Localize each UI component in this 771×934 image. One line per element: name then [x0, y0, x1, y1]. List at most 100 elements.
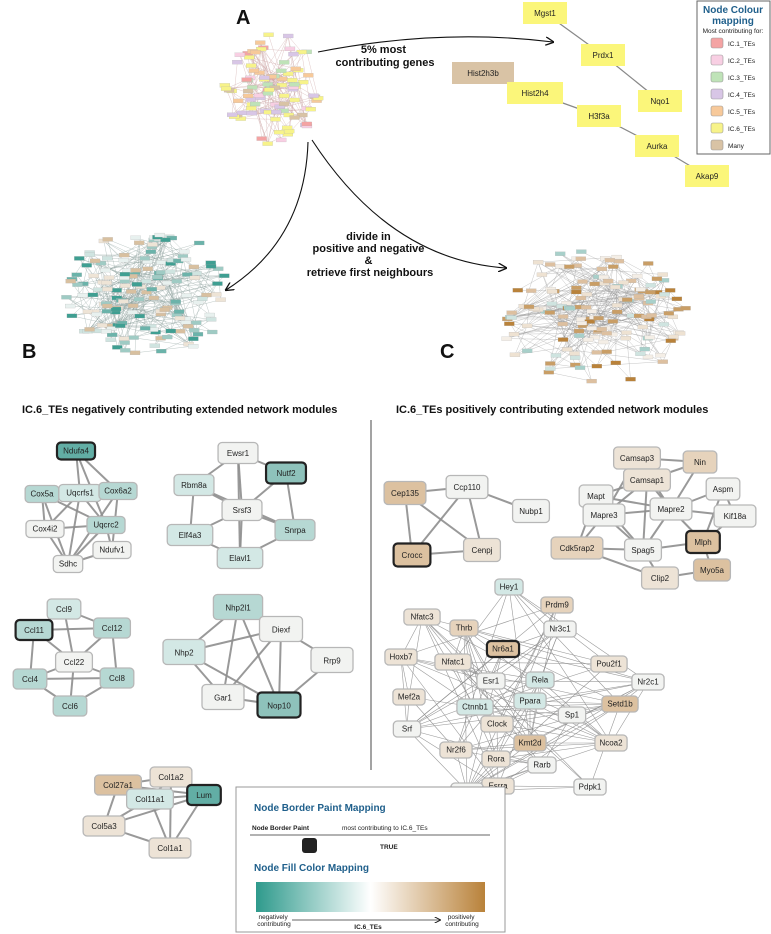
overview-node	[668, 334, 679, 340]
overview-node	[278, 93, 290, 98]
gene-label: Col1a2	[158, 773, 184, 782]
gene-node-lum	[186, 783, 222, 807]
overview-node	[574, 333, 585, 338]
gene-node-rela	[525, 671, 555, 689]
overview-node	[646, 313, 657, 318]
gene-label: Nr2c1	[637, 677, 659, 686]
top-genes-network: Mgst1 Prdx1 Nqo1 Hist2h3b Hist2h4 H3f3a Aurka A…	[452, 2, 729, 187]
fill-legend-axis: IC.6_TEs	[354, 924, 382, 931]
top-gene-label: Akap9	[696, 172, 719, 181]
overview-node	[159, 307, 170, 312]
overview-node	[593, 316, 604, 321]
overview-node	[506, 310, 517, 315]
gene-label: Snrpa	[284, 526, 306, 535]
overview-node	[622, 297, 633, 302]
overview-node	[93, 287, 104, 292]
gene-label: Cox5a	[30, 489, 54, 498]
gene-label: Ccl4	[22, 675, 39, 684]
overview-node	[591, 350, 602, 355]
gene-label: Elavl1	[229, 554, 251, 563]
overview-node	[296, 49, 307, 55]
gene-label: Mef2a	[398, 692, 421, 701]
gene-node-nhp2	[162, 638, 206, 666]
gene-label: Sdhc	[59, 559, 77, 568]
overview-node	[171, 279, 182, 284]
overview-node	[586, 378, 597, 384]
arrow-top-label: 5% most contributing genes	[336, 44, 435, 69]
overview-node	[270, 117, 281, 122]
overview-node	[174, 316, 186, 321]
overview-node	[127, 310, 138, 315]
overview-node	[142, 266, 153, 272]
overview-node	[220, 86, 232, 91]
overview-node	[532, 260, 544, 265]
overview-node	[91, 312, 102, 317]
gene-label: Nr3c1	[549, 624, 571, 633]
overview-node	[259, 75, 270, 80]
gene-label: Nr6a1	[492, 644, 514, 653]
overview-node	[645, 299, 656, 304]
top-gene-label: Hist2h3b	[467, 69, 499, 78]
gene-label: Mapre3	[590, 511, 618, 520]
overview-node	[246, 106, 257, 111]
overview-node	[665, 338, 676, 343]
overview-node	[611, 254, 622, 260]
top-gene-node-hist2h4	[507, 82, 563, 104]
overview-node	[213, 266, 224, 271]
overview-node	[192, 332, 204, 337]
gene-node-ndufa4	[55, 441, 97, 461]
overview-node	[659, 292, 670, 297]
gene-node-kif18a	[713, 504, 757, 528]
overview-node	[305, 107, 316, 112]
overview-node	[246, 111, 257, 116]
overview-node	[189, 328, 200, 333]
gene-node-camsap1	[622, 468, 672, 492]
overview-node	[655, 353, 666, 358]
overview-node	[133, 297, 145, 302]
overview-node	[227, 112, 238, 117]
overview-node	[639, 346, 650, 352]
overview-node	[581, 305, 592, 310]
mapping-legend: Node Border Paint Mapping Node Border Pa…	[235, 786, 506, 933]
overview-node	[129, 350, 141, 355]
gene-label: Aspm	[713, 485, 734, 494]
overview-node	[596, 266, 607, 272]
overview-node	[112, 345, 123, 350]
overview-node	[620, 336, 631, 341]
gene-node-rbm8a	[173, 473, 215, 497]
gene-node-nfatc1	[434, 653, 472, 671]
gene-label: Ndufv1	[99, 545, 125, 554]
overview-node	[65, 303, 76, 309]
overview-node	[611, 303, 623, 308]
overview-node	[120, 283, 131, 288]
overview-node	[173, 309, 185, 314]
gene-label: Nin	[694, 458, 706, 467]
gene-label: Mapre2	[657, 505, 685, 514]
overview-node	[245, 97, 256, 102]
overview-node	[607, 319, 618, 324]
overview-node	[635, 351, 646, 356]
overview-node	[162, 280, 173, 286]
overview-node	[256, 46, 267, 52]
overview-node	[106, 326, 117, 331]
legend-swatch-1	[710, 54, 724, 66]
gene-label: Cdk5rap2	[560, 544, 595, 553]
overview-node	[635, 287, 646, 292]
gene-label: Nubp1	[519, 507, 543, 516]
overview-node	[273, 130, 285, 135]
gene-node-ccl22	[54, 651, 94, 673]
overview-node	[248, 68, 259, 73]
gene-node-mlph	[685, 529, 721, 555]
overview-node	[283, 33, 294, 39]
overview-node	[564, 264, 575, 269]
overview-node	[205, 260, 216, 265]
border-legend-col2: most contributing to IC.6_TEs	[342, 825, 428, 832]
overview-node	[290, 66, 301, 71]
overview-node	[181, 293, 192, 298]
overview-node	[642, 354, 654, 360]
gene-label: Rora	[487, 754, 505, 763]
gene-node-kmt2d	[513, 734, 547, 752]
overview-node	[250, 50, 261, 55]
gene-label: Prdm9	[545, 600, 569, 609]
